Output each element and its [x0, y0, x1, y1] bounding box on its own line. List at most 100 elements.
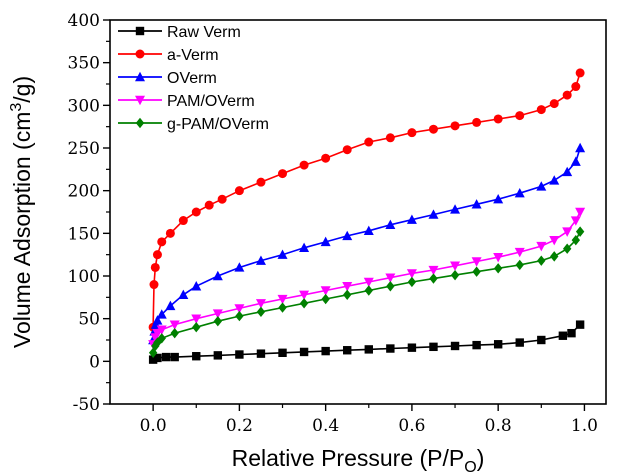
data-point — [428, 124, 438, 134]
data-point — [515, 111, 525, 121]
data-point — [169, 320, 180, 330]
data-point — [537, 255, 546, 266]
data-point — [386, 281, 395, 292]
data-point — [386, 344, 395, 353]
data-point — [217, 194, 227, 204]
data-point — [515, 259, 524, 271]
data-point — [178, 289, 189, 299]
y-tick-label: 250 — [68, 139, 100, 159]
data-point — [256, 306, 266, 318]
legend-label: OVerm — [167, 70, 217, 87]
legend-marker — [135, 49, 145, 59]
legend-marker — [135, 71, 145, 82]
data-point — [342, 230, 353, 241]
legend-label: PAM/OVerm — [167, 93, 255, 110]
data-point — [152, 250, 162, 260]
data-point — [191, 207, 201, 217]
series-4 — [148, 226, 585, 358]
data-point — [549, 99, 559, 109]
data-point — [429, 273, 438, 284]
data-point — [450, 204, 461, 214]
data-point — [450, 341, 460, 351]
data-point — [428, 265, 439, 276]
data-point — [450, 261, 461, 271]
data-point — [153, 353, 162, 363]
data-point — [321, 346, 330, 356]
legend-marker — [135, 26, 145, 36]
data-point — [550, 251, 559, 262]
legend-label: a-Verm — [167, 47, 219, 64]
data-point — [321, 293, 330, 305]
legend-label: Raw Verm — [167, 24, 241, 41]
data-point — [493, 114, 503, 124]
data-point — [471, 257, 482, 267]
data-point — [191, 314, 202, 324]
data-point — [385, 273, 396, 283]
data-point — [471, 199, 482, 209]
y-tick-label: 0 — [89, 352, 100, 372]
data-point — [385, 133, 395, 143]
legend-marker — [135, 95, 145, 106]
x-tick-label: 0.6 — [398, 416, 425, 436]
data-point — [277, 294, 288, 305]
data-point — [562, 243, 572, 254]
data-point — [536, 105, 546, 115]
data-point — [575, 226, 585, 237]
data-point — [299, 298, 309, 309]
x-tick-label: 1.0 — [571, 416, 598, 436]
data-point — [472, 340, 481, 350]
data-point — [152, 315, 163, 325]
data-point — [428, 209, 439, 219]
data-point — [342, 145, 352, 155]
data-point — [234, 186, 244, 196]
data-point — [235, 310, 244, 322]
data-point — [429, 342, 438, 352]
data-point — [364, 137, 374, 147]
y-tick-label: 350 — [68, 54, 100, 74]
data-point — [575, 320, 585, 329]
data-point — [192, 322, 201, 333]
data-point — [342, 282, 353, 292]
data-point — [570, 156, 581, 166]
x-tick-label: 0.2 — [226, 416, 253, 436]
data-point — [191, 281, 202, 291]
data-point — [407, 343, 417, 352]
data-point — [575, 142, 586, 153]
data-point — [277, 249, 288, 259]
x-tick-label: 0.8 — [485, 416, 512, 436]
data-point — [204, 200, 214, 210]
data-point — [567, 328, 576, 338]
data-point — [192, 352, 201, 361]
data-point — [321, 153, 331, 163]
data-point — [256, 177, 266, 187]
data-point — [571, 234, 581, 246]
data-point — [406, 214, 417, 224]
data-point — [558, 331, 568, 340]
data-point — [157, 237, 167, 247]
data-point — [320, 236, 331, 247]
data-point — [157, 333, 166, 344]
data-point — [536, 241, 547, 252]
series-group — [148, 68, 586, 364]
y-tick-label: 50 — [78, 310, 100, 330]
axis-ticks: -50 0 50 100 150 200 250 300 350 400 0.0 0.2 0.4 0.6 0… — [68, 11, 598, 436]
data-point — [364, 285, 373, 296]
data-point — [148, 355, 158, 364]
y-tick-label: 400 — [68, 11, 100, 31]
x-axis-title: Relative Pressure (P/PO) — [232, 445, 485, 476]
data-point — [149, 280, 159, 290]
data-point — [343, 346, 352, 355]
x-tick-label: 0.0 — [140, 416, 167, 436]
data-point — [235, 350, 244, 359]
data-point — [570, 216, 581, 226]
data-point — [278, 302, 287, 313]
data-point — [320, 286, 331, 296]
data-point — [299, 242, 310, 253]
data-point — [562, 90, 572, 100]
data-point — [278, 169, 288, 179]
data-point — [515, 338, 524, 347]
data-point — [363, 225, 374, 235]
data-point — [299, 160, 309, 170]
data-point — [165, 300, 176, 311]
